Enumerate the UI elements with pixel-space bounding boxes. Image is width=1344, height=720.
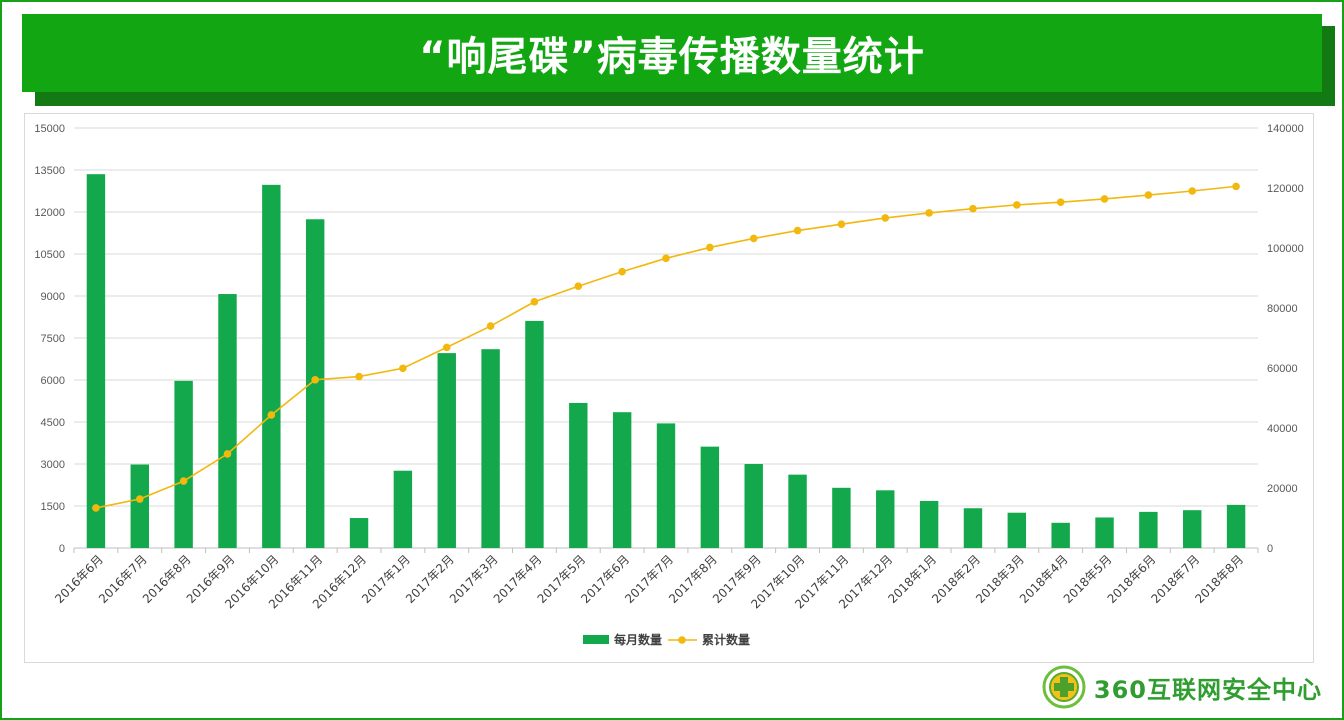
line-point (311, 375, 319, 384)
line-point (837, 220, 846, 228)
bar (1139, 511, 1158, 548)
bar (569, 402, 588, 548)
legend-bar-swatch (583, 635, 609, 644)
line-point (749, 234, 758, 243)
line-point (399, 364, 407, 373)
bar (349, 518, 369, 548)
y-right-tick-label: 80000 (1267, 303, 1298, 315)
line-point (135, 495, 144, 503)
line-point (442, 343, 451, 352)
bar (437, 353, 456, 548)
y-right-tick-label: 20000 (1267, 483, 1298, 495)
line-point (574, 282, 583, 291)
line-point (223, 450, 232, 458)
line-point (267, 411, 276, 419)
bar (130, 464, 149, 548)
bar (1095, 517, 1114, 548)
y-left-tick-label: 10500 (34, 249, 65, 261)
y-left-tick-label: 1500 (41, 501, 65, 513)
line-point (92, 504, 100, 512)
line-point (662, 254, 670, 263)
line-point (925, 209, 933, 217)
y-right-tick-label: 40000 (1267, 423, 1298, 435)
legend-label: 累计数量 (702, 632, 750, 647)
bar (656, 423, 676, 548)
bar (218, 294, 237, 548)
bar (1226, 504, 1246, 548)
bar (174, 380, 193, 548)
title-banner: “响尾碟”病毒传播数量统计 (22, 14, 1322, 92)
line-point (1056, 198, 1065, 206)
bar (744, 464, 763, 548)
y-left-tick-label: 0 (59, 543, 65, 555)
bar (525, 320, 544, 548)
line-point (969, 204, 977, 213)
y-right-tick-label: 140000 (1267, 123, 1304, 135)
bar (481, 349, 500, 548)
y-left-tick-label: 13500 (34, 165, 65, 177)
y-left-tick-label: 12000 (34, 207, 65, 219)
y-left-tick-label: 4500 (41, 417, 65, 429)
y-right-tick-label: 120000 (1267, 183, 1304, 195)
bar (612, 412, 632, 548)
line-point (1188, 187, 1197, 195)
bar (1051, 522, 1070, 548)
bar (262, 184, 281, 548)
chart-area: 0 1500 3000 4500 6000 7500 9000 10500 12000 13500… (24, 113, 1314, 663)
line-point (355, 372, 363, 381)
bar (919, 500, 939, 548)
y-left-tick-label: 7500 (41, 333, 65, 345)
line-point (179, 477, 188, 485)
line-point (1013, 201, 1021, 209)
line-point (881, 214, 890, 222)
bar (832, 487, 851, 548)
bar (305, 219, 325, 548)
y-right-tick-label: 100000 (1267, 243, 1304, 255)
y-right-tick-label: 60000 (1267, 363, 1298, 375)
y-left-tick-label: 9000 (41, 291, 65, 303)
bar (963, 508, 983, 548)
legend-line-marker (678, 636, 686, 644)
shield-logo-icon (1042, 665, 1086, 709)
brand-logo: 360互联网安全中心 (1042, 664, 1322, 710)
line-point (486, 322, 495, 330)
brand-text: 360互联网安全中心 (1093, 675, 1322, 704)
line-point (530, 297, 539, 306)
y-left-tick-label: 15000 (34, 123, 65, 135)
chart-title: “响尾碟”病毒传播数量统计 (419, 34, 925, 80)
bar (876, 490, 895, 548)
line-point (618, 267, 626, 276)
y-right-tick-label: 0 (1267, 543, 1273, 555)
legend-label: 每月数量 (614, 632, 662, 647)
line-point (706, 243, 714, 252)
bar (1007, 512, 1027, 548)
bar (788, 474, 807, 548)
bar (700, 446, 720, 548)
y-left-tick-label: 3000 (41, 459, 65, 471)
line-point (1232, 182, 1240, 191)
bar (86, 174, 106, 548)
combo-chart: 0 1500 3000 4500 6000 7500 9000 10500 12000 13500… (34, 123, 1304, 647)
bar (1183, 510, 1202, 548)
y-left-tick-label: 6000 (41, 375, 65, 387)
line-point (1100, 195, 1109, 203)
line-point (793, 226, 802, 235)
line-point (1144, 191, 1153, 199)
bar (393, 470, 413, 548)
